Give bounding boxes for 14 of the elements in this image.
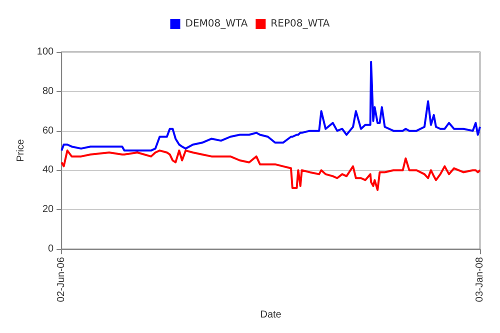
y-tick-label: 60	[42, 125, 54, 136]
x-tick-label: 03-Jan-08	[474, 256, 486, 302]
legend-label: REP08_WTA	[270, 18, 330, 30]
y-tick-label: 20	[42, 204, 54, 216]
line-series	[60, 60, 481, 152]
y-tick-label: 80	[42, 86, 54, 97]
x-tick-label: 02-Jun-06	[56, 256, 68, 302]
y-tick-label: 0	[48, 244, 54, 255]
x-axis-title: Date	[260, 310, 282, 320]
line-series	[60, 150, 481, 191]
y-tick-label: 40	[42, 164, 54, 176]
legend-label: DEM08_WTA	[185, 18, 248, 30]
y-tick-label: 100	[36, 46, 54, 58]
y-axis-title: Price	[16, 138, 26, 162]
